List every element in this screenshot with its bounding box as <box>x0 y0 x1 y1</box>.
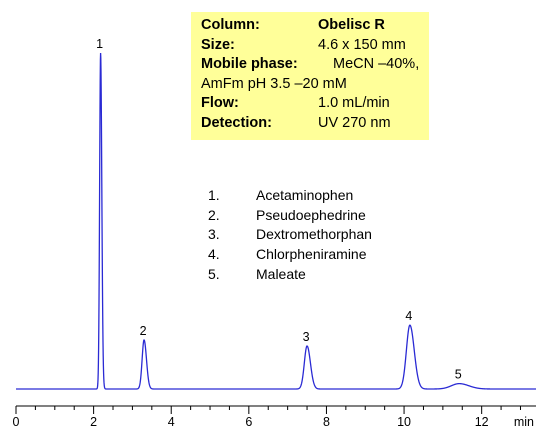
legend-number: 3. <box>208 226 220 243</box>
peak-labels: 1 2 3 4 5 <box>96 37 462 382</box>
x-tick-label: 2 <box>90 415 97 429</box>
peak-label: 4 <box>405 309 412 323</box>
legend-number: 2. <box>208 206 220 223</box>
info-value: 4.6 x 150 mm <box>318 36 406 53</box>
info-label: Column: <box>201 17 260 33</box>
legend-name: Pseudoephedrine <box>256 206 366 223</box>
x-tick-label: 4 <box>168 415 175 429</box>
info-value: AmFm pH 3.5 –20 mM <box>201 75 347 92</box>
info-row-size: Size: 4.6 x 150 mm <box>201 36 429 56</box>
info-row-flow: Flow: 1.0 mL/min <box>201 94 429 114</box>
legend-number: 5. <box>208 265 220 282</box>
peak-label: 5 <box>455 368 462 382</box>
chromatogram-trace <box>16 52 536 390</box>
legend-name: Chlorpheniramine <box>256 246 367 263</box>
info-row-mobile-phase: Mobile phase: MeCN –40%, <box>201 55 429 75</box>
info-value: UV 270 nm <box>318 114 391 131</box>
legend-name: Maleate <box>256 265 306 282</box>
method-info-box: Column: Obelisc R Size: 4.6 x 150 mm Mob… <box>191 12 429 140</box>
x-tick-label: 0 <box>13 415 20 429</box>
peak-label: 2 <box>140 324 147 338</box>
legend-number: 1. <box>208 187 220 203</box>
info-value: Obelisc R <box>318 17 385 33</box>
legend-name: Dextromethorphan <box>256 226 372 243</box>
chromatogram-trace-group <box>16 52 536 390</box>
info-label: Size: <box>201 36 235 53</box>
x-tick-label: 6 <box>245 415 252 429</box>
info-row-column: Column: Obelisc R <box>201 16 429 36</box>
peak-label: 3 <box>303 330 310 344</box>
x-tick-label: 12 <box>475 415 489 429</box>
info-row-buffer: AmFm pH 3.5 –20 mM <box>201 75 429 95</box>
legend-name: Acetaminophen <box>256 187 354 203</box>
info-value: 1.0 mL/min <box>318 95 390 111</box>
x-axis-label: min <box>514 415 534 429</box>
legend-number: 4. <box>208 246 220 263</box>
info-label: Detection: <box>201 114 272 131</box>
info-value: MeCN –40%, <box>333 56 420 72</box>
x-axis: 0 2 4 6 8 10 12 min <box>13 405 536 429</box>
x-tick-label: 10 <box>397 415 411 429</box>
info-label: Mobile phase: <box>201 56 298 72</box>
x-tick-label: 8 <box>323 415 330 429</box>
info-label: Flow: <box>201 95 239 111</box>
peak-label: 1 <box>96 37 103 51</box>
info-row-detection: Detection: UV 270 nm <box>201 114 429 134</box>
